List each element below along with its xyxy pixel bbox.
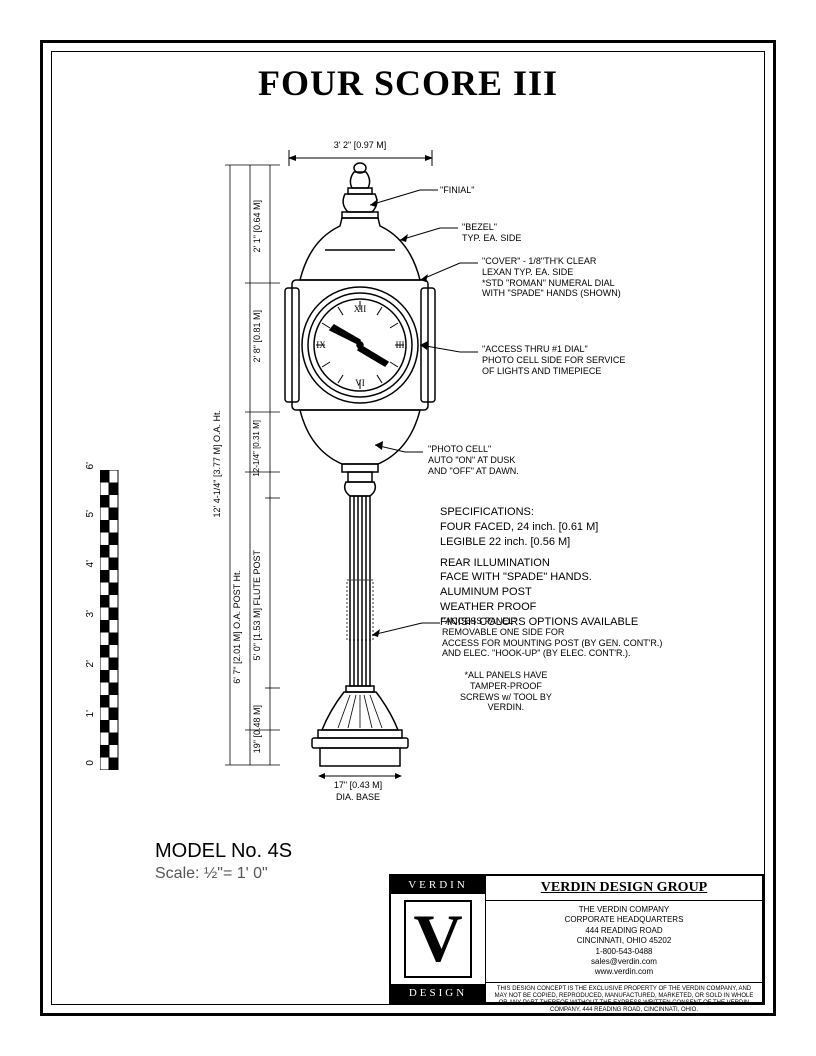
annot-t-4: VERDIN.: [488, 702, 525, 712]
svg-text:VI: VI: [355, 378, 365, 388]
specifications: SPECIFICATIONS: FOUR FACED, 24 inch. [0.…: [440, 505, 638, 630]
design-group-title: VERDIN DESIGN GROUP: [486, 876, 762, 901]
tick-4: 4': [85, 560, 96, 567]
tick-5: 5': [85, 510, 96, 517]
scale-ruler: 0 1' 2' 3' 4' 5' 6': [100, 470, 120, 770]
annot-cover-4: WITH "SPADE" HANDS (SHOWN): [482, 288, 621, 298]
leader-bezel: [400, 225, 460, 245]
annot-cover-2: LEXAN TYP. EA. SIDE: [482, 267, 573, 277]
addr-1: CORPORATE HEADQUARTERS: [486, 915, 762, 925]
spec-l5: WEATHER PROOF: [440, 600, 638, 615]
annot-pc-3: AND "OFF" AT DAWN.: [428, 466, 519, 476]
page-title: FOUR SCORE III: [0, 62, 816, 104]
legal-text: THIS DESIGN CONCEPT IS THE EXCLUSIVE PRO…: [486, 983, 762, 1018]
dim-guides-left: [220, 160, 280, 775]
tick-0: 0: [85, 760, 96, 766]
addr-3: CINCINNATI, OHIO 45202: [486, 936, 762, 946]
annot-ad-2: PHOTO CELL SIDE FOR SERVICE: [482, 355, 625, 365]
logo-bot: DESIGN: [391, 984, 485, 1002]
spec-l3: FACE WITH "SPADE" HANDS.: [440, 570, 638, 585]
spec-l2: REAR ILLUMINATION: [440, 556, 638, 571]
addr-5: sales@verdin.com: [486, 957, 762, 967]
tick-6: 6': [85, 462, 96, 469]
leader-photocell: [375, 440, 425, 460]
addr-4: 1-800-543-0488: [486, 947, 762, 957]
model-scale: Scale: ½"= 1' 0": [155, 865, 292, 883]
leader-access-dial: [420, 340, 480, 360]
annot-bezel-t: "BEZEL": [462, 222, 497, 232]
leader-access-panel: [372, 620, 442, 640]
addr-2: 444 READING ROAD: [486, 926, 762, 936]
annot-t-2: TAMPER-PROOF: [470, 681, 542, 691]
dim-base-dia-label: DIA. BASE: [308, 792, 408, 802]
spec-l0: FOUR FACED, 24 inch. [0.61 M]: [440, 520, 638, 535]
annot-ap-3: ACCESS FOR MOUNTING POST (BY GEN. CONT'R…: [442, 638, 662, 648]
logo-top: VERDIN: [391, 876, 485, 894]
annot-pc-1: "PHOTO CELL": [428, 444, 491, 454]
svg-text:V: V: [413, 900, 462, 976]
annot-tamper: *ALL PANELS HAVE TAMPER-PROOF SCREWS w/ …: [460, 670, 552, 713]
annot-photocell: "PHOTO CELL" AUTO "ON" AT DUSK AND "OFF"…: [428, 444, 519, 476]
annot-ap-4: AND ELEC. "HOOK-UP" (BY ELEC. CONT'R.).: [442, 648, 630, 658]
annot-t-3: SCREWS w/ TOOL BY: [460, 692, 552, 702]
dim-base-line: [318, 770, 402, 782]
annot-ad-3: OF LIGHTS AND TIMEPIECE: [482, 366, 601, 376]
spec-l6: FINISH COLORS OPTIONS AVAILABLE: [440, 615, 638, 630]
annot-finial: "FINIAL": [440, 185, 474, 196]
annot-cover: "COVER" - 1/8"TH'K CLEAR LEXAN TYP. EA. …: [482, 256, 621, 299]
svg-text:III: III: [396, 340, 405, 350]
spec-heading: SPECIFICATIONS:: [440, 505, 638, 520]
spec-l4: ALUMINUM POST: [440, 585, 638, 600]
annot-cover-3: *STD "ROMAN" NUMERAL DIAL: [482, 278, 615, 288]
logo-cell: VERDIN V DESIGN: [391, 876, 486, 1002]
annot-bezel: "BEZEL" TYP. EA. SIDE: [462, 222, 521, 244]
model-number: MODEL No. 4S: [155, 840, 292, 863]
annot-t-1: *ALL PANELS HAVE: [464, 670, 547, 680]
title-block: VERDIN V DESIGN VERDIN DESIGN GROUP THE …: [389, 874, 764, 1004]
spec-l1: LEGIBLE 22 inch. [0.56 M]: [440, 535, 638, 550]
svg-text:IX: IX: [316, 340, 326, 350]
info-cell: VERDIN DESIGN GROUP THE VERDIN COMPANY C…: [486, 876, 762, 1002]
model-block: MODEL No. 4S Scale: ½"= 1' 0": [155, 840, 292, 883]
annot-ad-1: "ACCESS THRU #1 DIAL": [482, 344, 588, 354]
tick-3: 3': [85, 610, 96, 617]
drawing-area: 3' 2" [0.97 M]: [60, 130, 760, 810]
annot-access-dial: "ACCESS THRU #1 DIAL" PHOTO CELL SIDE FO…: [482, 344, 625, 376]
leader-cover: [420, 260, 480, 285]
address-block: THE VERDIN COMPANY CORPORATE HEADQUARTER…: [486, 901, 762, 983]
logo-v: V: [391, 894, 485, 984]
addr-0: THE VERDIN COMPANY: [486, 905, 762, 915]
annot-bezel-s: TYP. EA. SIDE: [462, 233, 521, 243]
annot-pc-2: AUTO "ON" AT DUSK: [428, 455, 515, 465]
annot-cover-1: "COVER" - 1/8"TH'K CLEAR: [482, 256, 596, 266]
svg-text:XII: XII: [354, 304, 367, 314]
leader-finial: [370, 185, 440, 215]
tick-1: 1': [85, 710, 96, 717]
tick-2: 2': [85, 660, 96, 667]
addr-6: www.verdin.com: [486, 967, 762, 977]
